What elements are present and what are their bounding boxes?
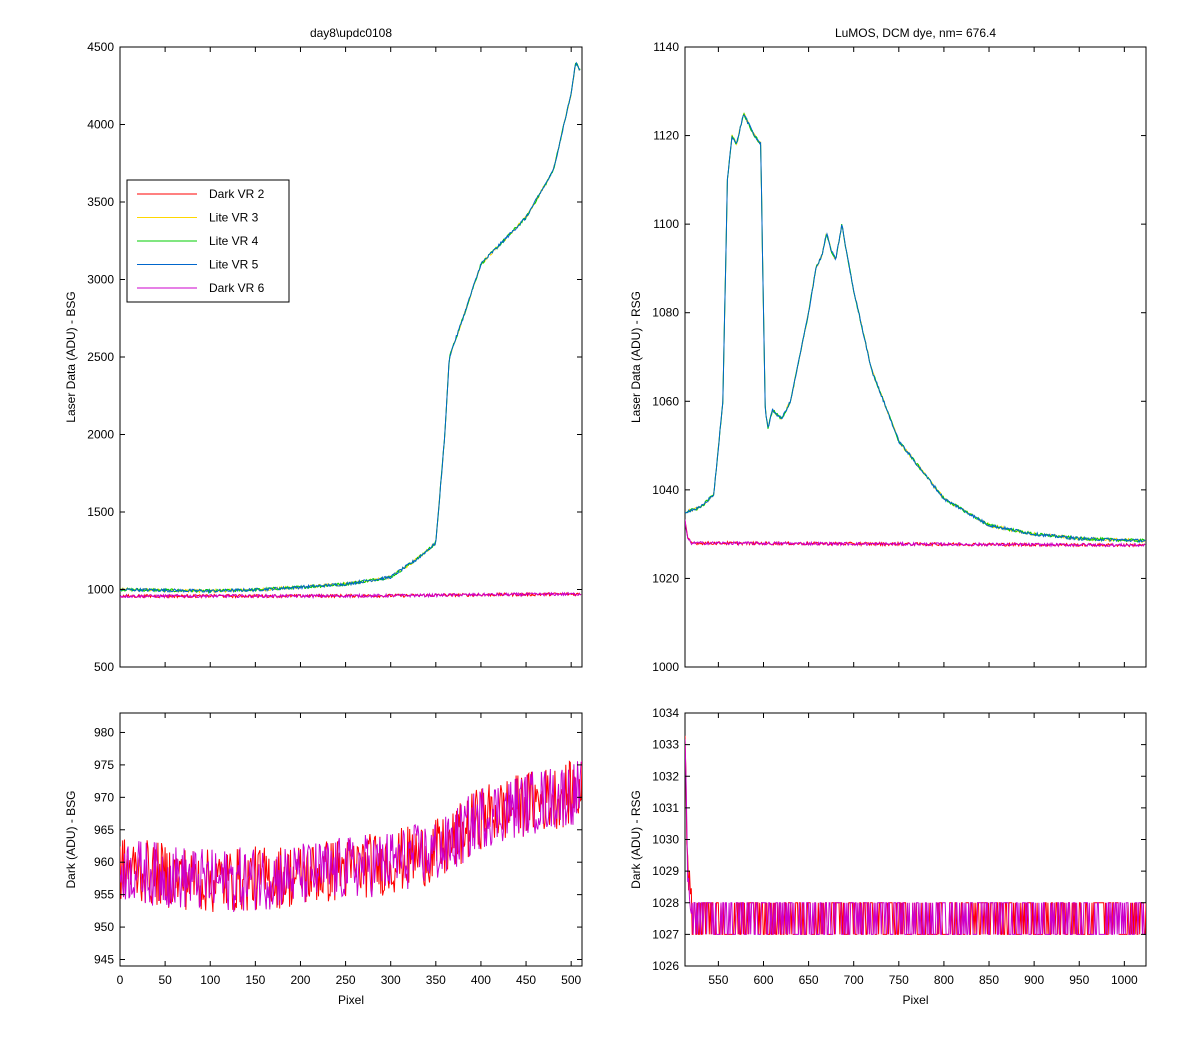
y-tick-label: 3000 (87, 273, 114, 287)
y-tick-label: 1120 (653, 129, 679, 143)
y-tick-label: 950 (94, 920, 114, 934)
y-tick-label: 500 (94, 660, 114, 674)
legend-label: Lite VR 3 (209, 211, 259, 225)
y-tick-label: 1031 (652, 801, 679, 815)
legend-label: Dark VR 2 (209, 187, 265, 201)
x-tick-label: 1000 (1111, 973, 1138, 987)
x-tick-label: 50 (158, 973, 172, 987)
y-tick-label: 1034 (652, 706, 679, 720)
axes: 550 600 650 700 750 800 850 900 950 1000 1026 1027 1… (652, 706, 1146, 987)
series-dark-vr-6 (120, 761, 582, 913)
x-tick-label: 850 (979, 973, 999, 987)
legend-label: Dark VR 6 (209, 281, 265, 295)
panels: 50010001500200025003000350040004500day8\… (64, 26, 1147, 1007)
y-tick-label: 945 (94, 953, 114, 967)
panel-bsg_dark: 0 50 100 150 200 250 300 350 400 450 500 945 950 955 9… (64, 712, 583, 1007)
y-tick-label: 1040 (652, 483, 679, 497)
axes: 1000 1020 1040 1060 1080 1100 1120 1140 (652, 40, 1146, 674)
x-tick-label: 600 (753, 973, 773, 987)
x-tick-label: 700 (844, 973, 864, 987)
y-tick-label: 1500 (87, 505, 114, 519)
series-dark-vr-6 (120, 591, 582, 600)
y-tick-label: 2500 (87, 350, 114, 364)
plot-area (119, 712, 583, 967)
x-tick-label: 350 (426, 973, 446, 987)
x-tick-label: 950 (1069, 973, 1089, 987)
y-tick-label: 2000 (87, 428, 114, 442)
x-tick-label: 200 (290, 973, 310, 987)
x-tick-label: 300 (381, 973, 401, 987)
x-tick-label: 900 (1024, 973, 1044, 987)
x-tick-label: 100 (200, 973, 220, 987)
x-tick-label: 400 (471, 973, 491, 987)
x-tick-label: 250 (336, 973, 356, 987)
panel-bsg_laser: 500 1000 1500 2000 2500 3000 3500 4000 4500 day8\… (64, 26, 583, 674)
plot-area (684, 46, 1147, 668)
legend-label: Lite VR 5 (209, 258, 259, 272)
panel-rsg_dark: 550 600 650 700 750 800 850 900 950 1000 1026 1027 1… (629, 706, 1147, 1007)
legend: Dark VR 2 Lite VR 3 Lite VR 4 Lite VR 5 Dark… (126, 179, 290, 303)
x-axis-label: Pixel (902, 993, 928, 1007)
y-tick-label: 1027 (652, 927, 679, 941)
y-axis-label: Dark (ADU) - RSG (629, 790, 643, 889)
x-tick-label: 150 (245, 973, 265, 987)
y-tick-label: 980 (94, 725, 114, 739)
y-tick-label: 960 (94, 855, 114, 869)
y-tick-label: 1032 (652, 769, 679, 783)
chart-title: day8\updc0108 (310, 26, 392, 40)
x-tick-label: 0 (117, 973, 124, 987)
y-tick-label: 1140 (653, 40, 679, 54)
y-tick-label: 970 (94, 790, 114, 804)
x-axis-label: Pixel (338, 993, 364, 1007)
y-tick-label: 955 (94, 888, 114, 902)
y-tick-label: 3500 (87, 195, 114, 209)
y-tick-label: 1080 (652, 306, 679, 320)
panel-rsg_laser: 1000 1020 1040 1060 1080 1100 1120 1140 LuMOS, D… (629, 26, 1147, 674)
legend-label: Lite VR 4 (209, 234, 259, 248)
series-dark-vr-6 (685, 519, 1146, 548)
chart-title: LuMOS, DCM dye, nm= 676.4 (835, 26, 996, 40)
y-tick-label: 1000 (652, 660, 679, 674)
y-tick-label: 1026 (652, 959, 679, 973)
axes: 500 1000 1500 2000 2500 3000 3500 4000 4500 (87, 40, 582, 674)
x-tick-label: 800 (934, 973, 954, 987)
y-axis-label: Laser Data (ADU) - RSG (629, 291, 643, 423)
x-tick-label: 550 (708, 973, 728, 987)
series-lite-vr-5 (120, 61, 581, 594)
series-group (120, 61, 582, 600)
series-group (685, 112, 1146, 548)
series-lite-vr-5 (685, 114, 1146, 543)
axes: 0 50 100 150 200 250 300 350 400 450 500 945 950 955 9… (94, 713, 582, 987)
y-axis-label: Dark (ADU) - BSG (64, 790, 78, 888)
y-tick-label: 4000 (87, 118, 114, 132)
y-tick-label: 975 (94, 758, 114, 772)
y-tick-label: 1100 (653, 217, 679, 231)
y-tick-label: 1060 (652, 394, 679, 408)
plot-area (119, 46, 583, 668)
y-tick-label: 965 (94, 823, 114, 837)
y-axis-label: Laser Data (ADU) - BSG (64, 291, 78, 422)
y-tick-label: 1020 (652, 571, 679, 585)
y-tick-label: 4500 (87, 40, 114, 54)
series-group (120, 760, 582, 913)
x-tick-label: 750 (889, 973, 909, 987)
y-tick-label: 1030 (652, 833, 679, 847)
y-tick-label: 1000 (87, 583, 114, 597)
x-tick-label: 500 (561, 973, 581, 987)
series-dark-vr-6 (685, 739, 1146, 935)
y-tick-label: 1028 (652, 896, 679, 910)
y-tick-label: 1033 (652, 738, 679, 752)
series-group (685, 735, 1146, 935)
y-tick-label: 1029 (652, 864, 679, 878)
x-tick-label: 650 (799, 973, 819, 987)
x-tick-label: 450 (516, 973, 536, 987)
